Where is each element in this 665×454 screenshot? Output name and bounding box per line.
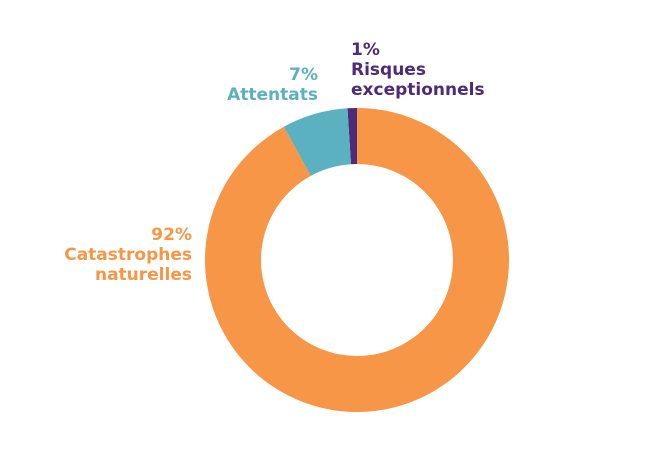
slice-label-2: 92% Catastrophes naturelles — [64, 225, 192, 285]
slice-label-0-line-0: 1% — [351, 40, 380, 60]
slice-label-2-line-1: Catastrophes — [64, 245, 192, 265]
slice-label-1-line-1: Attentats — [227, 85, 318, 105]
slice-label-2-line-0: 92% — [151, 225, 192, 245]
slice-label-0: 1% Risques exceptionnels — [351, 40, 485, 100]
slice-label-0-line-2: exceptionnels — [351, 80, 485, 100]
donut-slice-0 — [347, 108, 357, 165]
slice-label-1-line-0: 7% — [289, 65, 318, 85]
slice-label-2-line-2: naturelles — [95, 265, 192, 285]
donut-slice-1 — [283, 108, 351, 176]
slices-layer — [204, 107, 509, 412]
labels-layer: 1% Risques exceptionnels 7% Attentats 92% Cata… — [64, 40, 484, 285]
donut-slice-2 — [204, 107, 509, 412]
slice-label-1: 7% Attentats — [227, 65, 318, 105]
slice-label-0-line-1: Risques — [351, 60, 426, 80]
